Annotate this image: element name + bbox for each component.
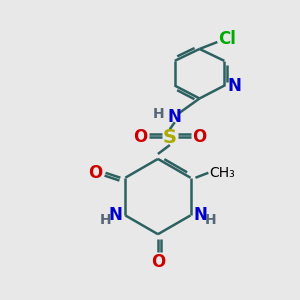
Text: H: H <box>100 213 111 227</box>
Text: Cl: Cl <box>218 30 236 48</box>
Text: H: H <box>205 213 216 227</box>
Text: CH₃: CH₃ <box>209 166 235 180</box>
Text: N: N <box>168 108 182 126</box>
Text: N: N <box>227 76 241 94</box>
Text: O: O <box>151 253 165 271</box>
Text: S: S <box>163 128 177 147</box>
Text: O: O <box>192 128 207 146</box>
Text: O: O <box>133 128 147 146</box>
Text: N: N <box>109 206 122 224</box>
Text: H: H <box>153 107 165 121</box>
Text: N: N <box>194 206 207 224</box>
Text: O: O <box>88 164 103 182</box>
